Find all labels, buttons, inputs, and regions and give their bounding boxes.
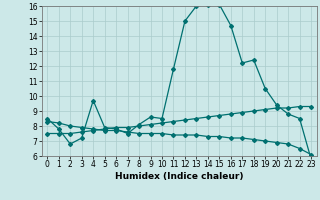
X-axis label: Humidex (Indice chaleur): Humidex (Indice chaleur): [115, 172, 244, 181]
